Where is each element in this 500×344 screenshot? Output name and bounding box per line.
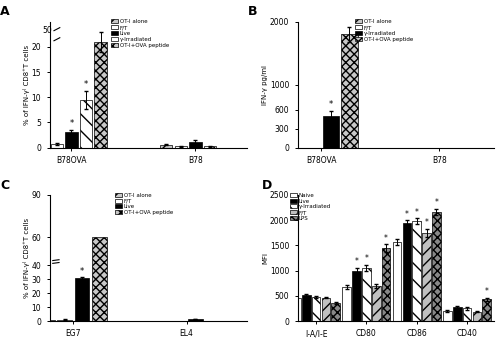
Bar (443, 311, 452, 321)
Text: *: * (415, 208, 418, 217)
Bar (372, 286, 380, 321)
Bar (174, 146, 187, 148)
Text: *: * (354, 257, 358, 266)
Bar (190, 142, 202, 148)
Bar (66, 132, 78, 148)
Bar (322, 116, 338, 148)
Bar (57, 320, 72, 321)
Text: B: B (248, 5, 258, 18)
Legend: OT-I alone, F/T, Live, γ-Irradiated, OT-I+OVA peptide: OT-I alone, F/T, Live, γ-Irradiated, OT-… (112, 19, 169, 47)
Text: *: * (384, 234, 388, 243)
Bar (204, 146, 216, 148)
Bar (362, 268, 371, 321)
Bar (482, 299, 491, 321)
Text: 50: 50 (43, 26, 52, 35)
Bar (332, 303, 340, 321)
Bar (322, 298, 330, 321)
Legend: Naive, Live, γ-Irradiated, F/T, LPS: Naive, Live, γ-Irradiated, F/T, LPS (290, 193, 331, 221)
Bar (302, 295, 310, 321)
Y-axis label: % of IFN-γ⁾ CD8⁺T cells: % of IFN-γ⁾ CD8⁺T cells (23, 45, 30, 125)
Bar (36, 145, 48, 148)
Text: A: A (0, 5, 10, 18)
Bar (402, 223, 411, 321)
Bar (292, 298, 300, 321)
Bar (342, 34, 357, 148)
Bar (392, 243, 402, 321)
Text: *: * (84, 80, 88, 89)
Bar (40, 320, 54, 321)
Bar (342, 287, 351, 321)
Bar (80, 100, 92, 148)
Bar (352, 271, 361, 321)
Legend: OT-I alone, F/T, γ-Irradiated, OT-I+OVA peptide: OT-I alone, F/T, γ-Irradiated, OT-I+OVA … (356, 19, 413, 42)
Y-axis label: MFI: MFI (262, 252, 268, 264)
Legend: OT-I alone, F/T, Live, OT-I+OVA peptide: OT-I alone, F/T, Live, OT-I+OVA peptide (116, 193, 173, 215)
Bar (188, 319, 202, 321)
Bar (412, 221, 421, 321)
Bar (160, 145, 172, 148)
Bar (92, 237, 106, 321)
Text: *: * (485, 287, 488, 297)
Text: D: D (262, 179, 272, 192)
Text: *: * (328, 100, 332, 109)
Bar (94, 42, 107, 148)
Text: C: C (0, 179, 10, 192)
Text: *: * (424, 218, 428, 227)
Text: *: * (364, 254, 368, 263)
Text: *: * (70, 119, 73, 128)
Bar (422, 233, 431, 321)
Text: *: * (80, 267, 84, 276)
Bar (74, 278, 90, 321)
Bar (472, 312, 482, 321)
Bar (432, 212, 441, 321)
Bar (50, 144, 63, 148)
Y-axis label: IFN-γ pg/ml: IFN-γ pg/ml (262, 65, 268, 105)
Text: *: * (434, 198, 438, 207)
Bar (312, 297, 320, 321)
Bar (453, 308, 462, 321)
Bar (463, 309, 471, 321)
Y-axis label: % of IFN-γ⁾ CD8⁺T cells: % of IFN-γ⁾ CD8⁺T cells (23, 218, 30, 298)
Bar (382, 248, 390, 321)
Text: *: * (405, 210, 409, 219)
